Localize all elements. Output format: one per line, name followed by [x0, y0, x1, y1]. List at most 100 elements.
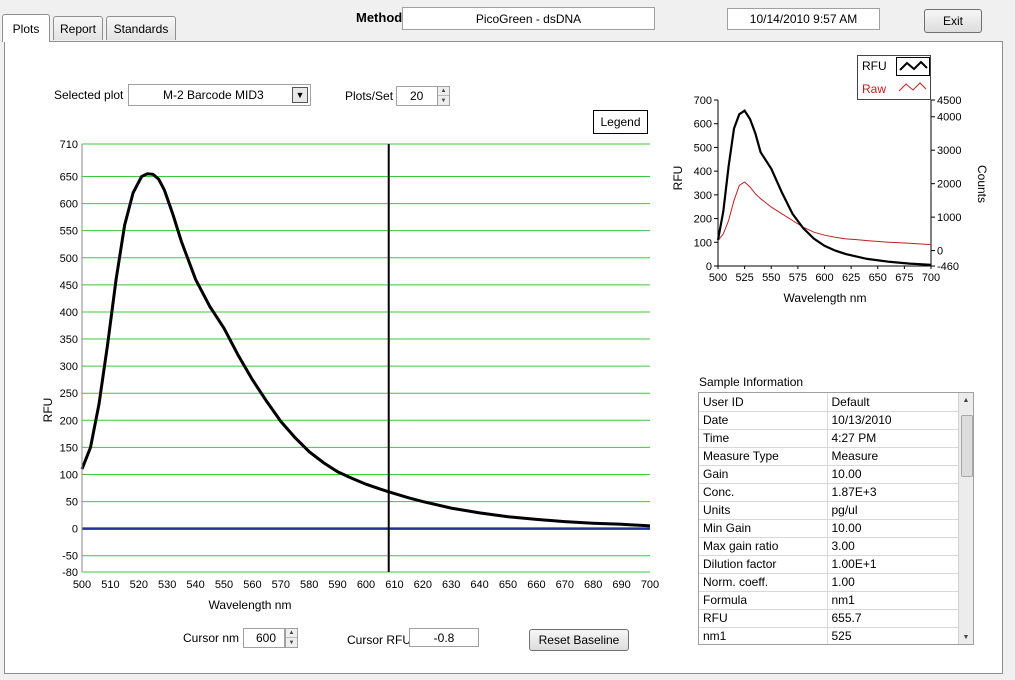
y-tick-label: 50 [66, 497, 78, 509]
x-tick-label: 670 [556, 579, 574, 591]
y-tick-label: 350 [60, 334, 78, 346]
scroll-thumb[interactable] [961, 415, 973, 477]
main-x-axis-label: Wavelength nm [209, 598, 292, 612]
mini-y-tick-label: 100 [694, 237, 712, 249]
table-row[interactable]: Min Gain 10.00 [699, 519, 959, 538]
reset-baseline-button[interactable]: Reset Baseline [529, 629, 629, 651]
x-tick-label: 680 [584, 579, 602, 591]
info-key-cell: Date [699, 411, 828, 430]
info-value-cell: Default [827, 393, 959, 412]
mini-x-tick-label: 550 [762, 272, 780, 284]
y-tick-label: 200 [60, 415, 78, 427]
y-tick-label: 100 [60, 469, 78, 481]
mini-y-tick-label: 500 [694, 142, 712, 154]
plots-per-set-label: Plots/Set [345, 89, 394, 103]
main-grid [82, 143, 650, 573]
info-key-cell: Conc. [699, 483, 828, 502]
main-y-axis-label: RFU [41, 398, 55, 423]
y-tick-label: 150 [60, 442, 78, 454]
plots-per-set-input[interactable]: 20 [396, 86, 438, 106]
info-value-cell: nm1 [827, 591, 959, 610]
info-key-cell: User ID [699, 393, 828, 412]
method-field[interactable]: PicoGreen - dsDNA [402, 7, 655, 30]
cursor-nm-spinner[interactable]: ▲ ▼ [285, 628, 298, 648]
mini-x-axis-label: Wavelength nm [784, 291, 867, 305]
x-tick-label: 570 [272, 579, 290, 591]
tab-standards[interactable]: Standards [106, 16, 176, 40]
y-tick-label: -50 [62, 551, 78, 563]
table-row[interactable]: Time 4:27 PM [699, 429, 959, 448]
legend-button[interactable]: Legend [593, 110, 648, 134]
cursor-rfu-display: -0.8 [409, 628, 479, 647]
table-row[interactable]: Dilution factor 1.00E+1 [699, 555, 959, 574]
tab-standards-label: Standards [113, 21, 169, 36]
info-value-cell: Measure [827, 447, 959, 466]
legend-rfu-swatch [896, 57, 930, 76]
x-tick-label: 510 [101, 579, 119, 591]
table-scrollbar[interactable]: ▲ ▼ [958, 393, 973, 644]
datetime-display: 10/14/2010 9:57 AM [727, 8, 880, 30]
y-tick-label: 710 [60, 139, 78, 151]
method-label: Method [356, 10, 403, 25]
table-row[interactable]: Measure Type Measure [699, 447, 959, 466]
cursor-nm-input[interactable]: 600 [243, 628, 285, 648]
legend-raw-swatch [896, 79, 930, 98]
table-row[interactable]: Max gain ratio 3.00 [699, 537, 959, 556]
mini-x-tick-label: 625 [842, 272, 860, 284]
scroll-down-icon[interactable]: ▼ [962, 633, 970, 641]
table-row[interactable]: Date 10/13/2010 [699, 411, 959, 430]
x-tick-label: 550 [215, 579, 233, 591]
info-value-cell: 3.00 [827, 537, 959, 556]
sample-info-rows: User ID Default Date 10/13/2010 Time 4:27 PM M… [699, 393, 959, 644]
spin-up-icon[interactable]: ▲ [438, 87, 449, 96]
selected-plot-select[interactable]: M-2 Barcode MID3 ▼ [128, 84, 311, 106]
mini-rfu-curve [716, 109, 932, 266]
tab-plots-label: Plots [12, 21, 40, 36]
info-value-cell: 1.87E+3 [827, 483, 959, 502]
mini-y-tick-label: 300 [694, 190, 712, 202]
table-row[interactable]: Formula nm1 [699, 591, 959, 610]
table-row[interactable]: Conc. 1.87E+3 [699, 483, 959, 502]
info-value-cell: 1.00 [827, 573, 959, 592]
mini-x-tick-label: 600 [815, 272, 833, 284]
scroll-up-icon[interactable]: ▲ [962, 396, 970, 404]
legend-raw-label: Raw [862, 82, 887, 96]
mini-y2-tick-label: 4500 [937, 95, 961, 107]
table-row[interactable]: Units pg/ul [699, 501, 959, 520]
main-y-tick-labels: -80 -50 0 50 100 150 200 250 300 350 400 450 500 550 6… [60, 139, 78, 579]
info-value-cell: pg/ul [827, 501, 959, 520]
spin-down-icon[interactable]: ▼ [288, 639, 295, 646]
mini-y2-tick-label: -460 [937, 261, 959, 273]
exit-button[interactable]: Exit [924, 9, 982, 33]
info-value-cell: 525 [827, 627, 959, 644]
table-row[interactable]: RFU 655.7 [699, 609, 959, 628]
spin-down-icon[interactable]: ▼ [440, 97, 447, 104]
info-key-cell: Gain [699, 465, 828, 484]
mini-x-tick-label: 700 [922, 272, 940, 284]
tab-plots[interactable]: Plots [2, 14, 50, 42]
selected-plot-label: Selected plot [54, 88, 124, 102]
legend-rfu-label: RFU [862, 59, 887, 73]
main-chart: -80 -50 0 50 100 150 200 250 300 350 400 450 500 550 6… [41, 139, 659, 612]
y-tick-label: 500 [60, 253, 78, 265]
mini-y-tick-label: 400 [694, 166, 712, 178]
table-row[interactable]: User ID Default [699, 393, 959, 412]
spin-up-icon[interactable]: ▲ [286, 629, 297, 638]
mini-axes: 0100200300400500600700-46001000200030004… [694, 95, 962, 284]
main-x-tick-labels: 500 510 520 530 540 550 560 570 580 590 600 610 620 6… [73, 579, 659, 591]
y-tick-label: 650 [60, 172, 78, 184]
sample-info-table[interactable]: User ID Default Date 10/13/2010 Time 4:27 PM M… [698, 392, 974, 645]
x-tick-label: 690 [612, 579, 630, 591]
tab-report[interactable]: Report [53, 16, 103, 40]
info-key-cell: RFU [699, 609, 828, 628]
table-row[interactable]: Norm. coeff. 1.00 [699, 573, 959, 592]
dropdown-arrow-icon[interactable]: ▼ [292, 87, 308, 103]
plots-per-set-spinner[interactable]: ▲ ▼ [437, 86, 450, 106]
cursor-nm-label: Cursor nm [183, 631, 240, 645]
x-tick-label: 700 [641, 579, 659, 591]
table-row[interactable]: nm1 525 [699, 627, 959, 644]
mini-y2-axis-label: Counts [975, 165, 989, 203]
info-value-cell: 1.00E+1 [827, 555, 959, 574]
y-tick-label: 400 [60, 307, 78, 319]
table-row[interactable]: Gain 10.00 [699, 465, 959, 484]
